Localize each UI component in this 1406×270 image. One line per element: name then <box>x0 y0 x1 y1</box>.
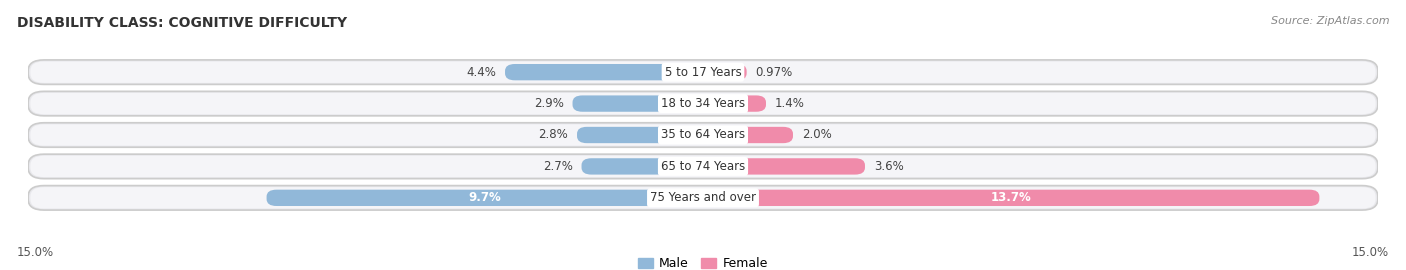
Legend: Male, Female: Male, Female <box>638 258 768 270</box>
Text: 15.0%: 15.0% <box>1353 246 1389 259</box>
Text: 9.7%: 9.7% <box>468 191 501 204</box>
FancyBboxPatch shape <box>31 124 1375 146</box>
FancyBboxPatch shape <box>31 93 1375 114</box>
Text: 2.0%: 2.0% <box>801 129 832 141</box>
FancyBboxPatch shape <box>267 190 703 206</box>
Text: 3.6%: 3.6% <box>875 160 904 173</box>
Text: 2.8%: 2.8% <box>538 129 568 141</box>
Text: 2.9%: 2.9% <box>534 97 564 110</box>
Text: 5 to 17 Years: 5 to 17 Years <box>665 66 741 79</box>
FancyBboxPatch shape <box>28 154 1378 179</box>
Text: 2.7%: 2.7% <box>543 160 572 173</box>
Text: 1.4%: 1.4% <box>775 97 804 110</box>
FancyBboxPatch shape <box>31 156 1375 177</box>
FancyBboxPatch shape <box>28 123 1378 147</box>
Text: 15.0%: 15.0% <box>17 246 53 259</box>
FancyBboxPatch shape <box>703 190 1319 206</box>
FancyBboxPatch shape <box>28 185 1378 210</box>
Text: Source: ZipAtlas.com: Source: ZipAtlas.com <box>1271 16 1389 26</box>
FancyBboxPatch shape <box>572 95 703 112</box>
FancyBboxPatch shape <box>703 95 766 112</box>
Text: 35 to 64 Years: 35 to 64 Years <box>661 129 745 141</box>
FancyBboxPatch shape <box>703 64 747 80</box>
Text: 18 to 34 Years: 18 to 34 Years <box>661 97 745 110</box>
FancyBboxPatch shape <box>505 64 703 80</box>
FancyBboxPatch shape <box>582 158 703 175</box>
FancyBboxPatch shape <box>28 60 1378 85</box>
Text: 75 Years and over: 75 Years and over <box>650 191 756 204</box>
FancyBboxPatch shape <box>703 158 865 175</box>
Text: 13.7%: 13.7% <box>991 191 1032 204</box>
Text: 4.4%: 4.4% <box>467 66 496 79</box>
FancyBboxPatch shape <box>31 62 1375 83</box>
FancyBboxPatch shape <box>28 91 1378 116</box>
Text: DISABILITY CLASS: COGNITIVE DIFFICULTY: DISABILITY CLASS: COGNITIVE DIFFICULTY <box>17 16 347 30</box>
FancyBboxPatch shape <box>31 187 1375 208</box>
Text: 65 to 74 Years: 65 to 74 Years <box>661 160 745 173</box>
Text: 0.97%: 0.97% <box>755 66 793 79</box>
FancyBboxPatch shape <box>576 127 703 143</box>
FancyBboxPatch shape <box>703 127 793 143</box>
